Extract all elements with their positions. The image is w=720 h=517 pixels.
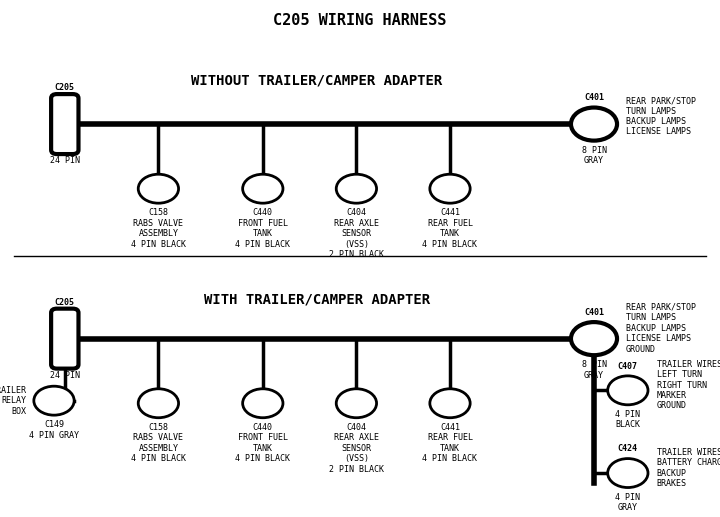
Text: 8 PIN
GRAY: 8 PIN GRAY <box>582 146 606 165</box>
Text: C441
REAR FUEL
TANK
4 PIN BLACK: C441 REAR FUEL TANK 4 PIN BLACK <box>423 423 477 463</box>
Text: WITHOUT TRAILER/CAMPER ADAPTER: WITHOUT TRAILER/CAMPER ADAPTER <box>192 73 442 87</box>
Text: C149
4 PIN GRAY: C149 4 PIN GRAY <box>29 420 79 440</box>
Text: REAR PARK/STOP
TURN LAMPS
BACKUP LAMPS
LICENSE LAMPS: REAR PARK/STOP TURN LAMPS BACKUP LAMPS L… <box>626 96 696 136</box>
Text: C205: C205 <box>55 83 75 92</box>
Text: C440
FRONT FUEL
TANK
4 PIN BLACK: C440 FRONT FUEL TANK 4 PIN BLACK <box>235 423 290 463</box>
Circle shape <box>571 322 617 355</box>
Text: TRAILER WIRES
LEFT TURN
RIGHT TURN
MARKER
GROUND: TRAILER WIRES LEFT TURN RIGHT TURN MARKE… <box>657 360 720 410</box>
Text: TRAILER
RELAY
BOX: TRAILER RELAY BOX <box>0 386 27 416</box>
Text: C407: C407 <box>618 362 638 371</box>
Circle shape <box>430 174 470 203</box>
Circle shape <box>571 108 617 141</box>
Text: C205 WIRING HARNESS: C205 WIRING HARNESS <box>274 13 446 28</box>
FancyBboxPatch shape <box>51 309 78 369</box>
Text: 4 PIN
BLACK: 4 PIN BLACK <box>616 410 640 430</box>
Text: C158
RABS VALVE
ASSEMBLY
4 PIN BLACK: C158 RABS VALVE ASSEMBLY 4 PIN BLACK <box>131 423 186 463</box>
Text: C158
RABS VALVE
ASSEMBLY
4 PIN BLACK: C158 RABS VALVE ASSEMBLY 4 PIN BLACK <box>131 208 186 249</box>
Text: 24 PIN: 24 PIN <box>50 371 80 379</box>
Circle shape <box>608 376 648 405</box>
Text: WITH TRAILER/CAMPER ADAPTER: WITH TRAILER/CAMPER ADAPTER <box>204 293 430 307</box>
Circle shape <box>243 174 283 203</box>
Circle shape <box>138 389 179 418</box>
Text: C401: C401 <box>584 94 604 102</box>
Text: C424: C424 <box>618 445 638 453</box>
Text: REAR PARK/STOP
TURN LAMPS
BACKUP LAMPS
LICENSE LAMPS
GROUND: REAR PARK/STOP TURN LAMPS BACKUP LAMPS L… <box>626 303 696 354</box>
Text: C440
FRONT FUEL
TANK
4 PIN BLACK: C440 FRONT FUEL TANK 4 PIN BLACK <box>235 208 290 249</box>
Circle shape <box>336 174 377 203</box>
Circle shape <box>138 174 179 203</box>
Text: 4 PIN
GRAY: 4 PIN GRAY <box>616 493 640 512</box>
FancyBboxPatch shape <box>51 94 78 154</box>
Text: 8 PIN
GRAY: 8 PIN GRAY <box>582 360 606 380</box>
Text: C404
REAR AXLE
SENSOR
(VSS)
2 PIN BLACK: C404 REAR AXLE SENSOR (VSS) 2 PIN BLACK <box>329 208 384 259</box>
Text: C404
REAR AXLE
SENSOR
(VSS)
2 PIN BLACK: C404 REAR AXLE SENSOR (VSS) 2 PIN BLACK <box>329 423 384 474</box>
Text: C205: C205 <box>55 298 75 307</box>
Circle shape <box>243 389 283 418</box>
Circle shape <box>34 386 74 415</box>
Text: C401: C401 <box>584 308 604 317</box>
Circle shape <box>336 389 377 418</box>
Text: C441
REAR FUEL
TANK
4 PIN BLACK: C441 REAR FUEL TANK 4 PIN BLACK <box>423 208 477 249</box>
Circle shape <box>608 459 648 488</box>
Text: TRAILER WIRES
BATTERY CHARGE
BACKUP
BRAKES: TRAILER WIRES BATTERY CHARGE BACKUP BRAK… <box>657 448 720 488</box>
Text: 24 PIN: 24 PIN <box>50 156 80 165</box>
Circle shape <box>430 389 470 418</box>
